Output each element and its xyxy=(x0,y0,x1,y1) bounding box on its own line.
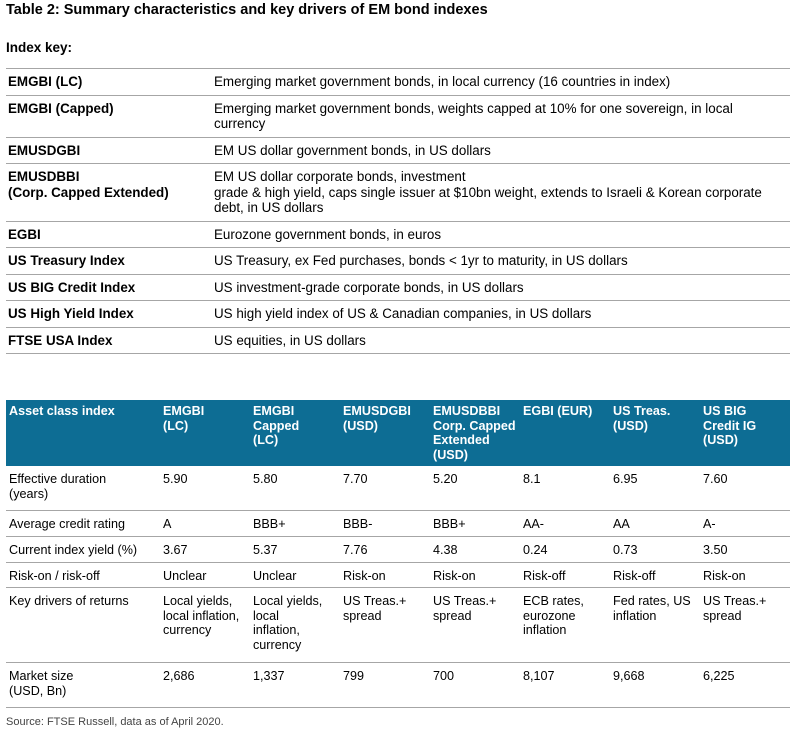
index-key-heading: Index key: xyxy=(6,40,73,55)
table-row: Risk-on / risk-off Unclear Unclear Risk-on R… xyxy=(6,562,790,589)
table-cell: 5.90 xyxy=(160,466,250,512)
index-key-name: EMGBI (Capped) xyxy=(8,100,114,116)
table-cell: BBB+ xyxy=(430,510,520,537)
index-key-row: EMUSDBBI (Corp. Capped Extended) EM US do… xyxy=(6,164,790,222)
table-title: Table 2: Summary characteristics and key… xyxy=(6,2,488,18)
index-key-name: EMUSDGBI xyxy=(8,142,81,158)
table-cell: 8.1 xyxy=(520,466,610,512)
column-header: EGBI (EUR) xyxy=(520,400,610,467)
table-cell: AA xyxy=(610,510,700,537)
index-key-table: EMGBI (LC) Emerging market government bon… xyxy=(6,68,790,354)
row-label: Risk-on / risk-off xyxy=(6,562,160,589)
index-key-description: Emerging market government bonds, weight… xyxy=(214,100,733,132)
table-cell: AA- xyxy=(520,510,610,537)
table-cell: A xyxy=(160,510,250,537)
table-row: Effective duration (years) 5.90 5.80 7.70 5.… xyxy=(6,466,790,512)
index-key-name: EMUSDBBI (Corp. Capped Extended) xyxy=(8,169,169,200)
row-label: Current index yield (%) xyxy=(6,536,160,563)
table-cell: US Treas.+ spread xyxy=(340,587,430,664)
index-key-description: EM US dollar government bonds, in US dol… xyxy=(214,142,491,158)
index-key-row: US Treasury Index US Treasury, ex Fed pur… xyxy=(6,248,790,275)
table-cell: 7.60 xyxy=(700,466,790,512)
index-key-name: FTSE USA Index xyxy=(8,332,113,348)
table-cell: Risk-on xyxy=(430,562,520,589)
index-key-name: US High Yield Index xyxy=(8,306,134,321)
table-cell: 799 xyxy=(340,662,430,709)
table-cell: US Treas.+ spread xyxy=(700,587,790,664)
index-key-row: EMGBI (Capped) Emerging market government… xyxy=(6,96,790,138)
table-cell: Risk-on xyxy=(340,562,430,589)
source-note: Source: FTSE Russell, data as of April 2… xyxy=(6,716,224,728)
table-cell: 5.37 xyxy=(250,536,340,563)
table-row: Key drivers of returns Local yields, loca… xyxy=(6,587,790,664)
table-cell: 5.80 xyxy=(250,466,340,512)
column-header: EMUSDGBI (USD) xyxy=(340,400,430,467)
table-cell: Local yields, local inflation, currency xyxy=(160,587,250,664)
row-label: Average credit rating xyxy=(6,510,160,537)
column-header: US BIG Credit IG (USD) xyxy=(700,400,790,467)
table-cell: Unclear xyxy=(160,562,250,589)
table-cell: 2,686 xyxy=(160,662,250,709)
index-key-description: Emerging market government bonds, in loc… xyxy=(214,74,671,89)
table-cell: US Treas.+ spread xyxy=(430,587,520,664)
column-header: US Treas. (USD) xyxy=(610,400,700,467)
index-key-row: EMGBI (LC) Emerging market government bon… xyxy=(6,69,790,96)
row-label: Effective duration (years) xyxy=(6,466,160,512)
table-cell: 6,225 xyxy=(700,662,790,709)
table-cell: 8,107 xyxy=(520,662,610,709)
table-cell: 4.38 xyxy=(430,536,520,563)
asset-class-table: Asset class index EMGBI (LC) EMGBI Capped … xyxy=(6,400,790,709)
table-header-row: Asset class index EMGBI (LC) EMGBI Capped … xyxy=(6,400,790,467)
index-key-name: EGBI xyxy=(8,226,41,242)
table-cell: 700 xyxy=(430,662,520,709)
table-row: Market size (USD, Bn) 2,686 1,337 799 700 8,1… xyxy=(6,662,790,709)
table-cell: Risk-off xyxy=(610,562,700,589)
column-header: EMGBI (LC) xyxy=(160,400,250,467)
table-cell: Fed rates, US inflation xyxy=(610,587,700,664)
index-key-description: US Treasury, ex Fed purchases, bonds < 1… xyxy=(214,253,628,268)
table-cell: 7.70 xyxy=(340,466,430,512)
index-key-description: EM US dollar corporate bonds, investment… xyxy=(214,169,762,215)
index-key-description: US high yield index of US & Canadian com… xyxy=(214,306,592,321)
row-label: Market size (USD, Bn) xyxy=(6,662,160,709)
table-cell: 3.50 xyxy=(700,536,790,563)
table-row: Average credit rating A BBB+ BBB- BBB+ AA- AA A… xyxy=(6,510,790,537)
table-cell: Risk-on xyxy=(700,562,790,589)
table-cell: 5.20 xyxy=(430,466,520,512)
table-cell: A- xyxy=(700,510,790,537)
table-cell: 6.95 xyxy=(610,466,700,512)
table-cell: 9,668 xyxy=(610,662,700,709)
table-cell: Risk-off xyxy=(520,562,610,589)
column-header: EMGBI Capped (LC) xyxy=(250,400,340,467)
table-cell: Local yields, local inflation, currency xyxy=(250,587,340,664)
index-key-row: FTSE USA Index US equities, in US dollars xyxy=(6,328,790,354)
index-key-name: US Treasury Index xyxy=(8,253,125,268)
table-row: Current index yield (%) 3.67 5.37 7.76 4.38 0… xyxy=(6,536,790,563)
row-label: Key drivers of returns xyxy=(6,587,160,664)
table-cell: BBB+ xyxy=(250,510,340,537)
index-key-row: US BIG Credit Index US investment-grade c… xyxy=(6,275,790,301)
table-cell: 1,337 xyxy=(250,662,340,709)
table-cell: ECB rates, eurozone inflation xyxy=(520,587,610,664)
table-cell: 0.24 xyxy=(520,536,610,563)
index-key-description: Eurozone government bonds, in euros xyxy=(214,226,442,242)
column-header: EMUSDBBI Corp. Capped Extended (USD) xyxy=(430,400,520,467)
table-cell: Unclear xyxy=(250,562,340,589)
index-key-row: EMUSDGBI EM US dollar government bonds, i… xyxy=(6,138,790,164)
table-cell: 0.73 xyxy=(610,536,700,563)
index-key-description: US investment-grade corporate bonds, in … xyxy=(214,279,524,295)
table-cell: 7.76 xyxy=(340,536,430,563)
index-key-description: US equities, in US dollars xyxy=(214,332,366,348)
index-key-name: EMGBI (LC) xyxy=(8,74,83,89)
table-cell: 3.67 xyxy=(160,536,250,563)
table-cell: BBB- xyxy=(340,510,430,537)
index-key-row: US High Yield Index US high yield index o… xyxy=(6,301,790,328)
index-key-row: EGBI Eurozone government bonds, in euros xyxy=(6,222,790,248)
index-key-name: US BIG Credit Index xyxy=(8,279,136,295)
column-header: Asset class index xyxy=(6,400,160,467)
